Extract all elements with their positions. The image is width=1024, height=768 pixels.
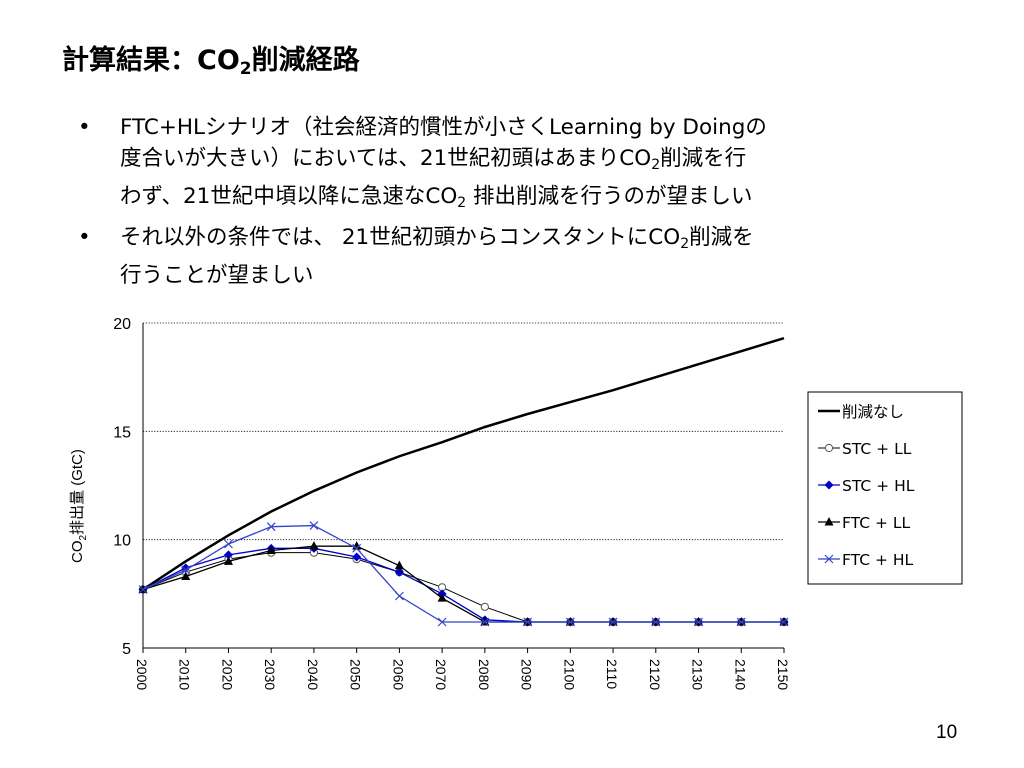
y-tick-label: 5 bbox=[122, 641, 131, 658]
bullet-marker: • bbox=[78, 225, 91, 250]
x-tick-label: 2120 bbox=[647, 659, 663, 690]
x-tick-label: 2150 bbox=[775, 659, 791, 690]
data-point bbox=[352, 552, 362, 562]
data-point bbox=[824, 480, 834, 490]
bullet-subscript: 2 bbox=[680, 236, 690, 252]
data-point bbox=[480, 602, 489, 611]
bullet-list: • FTC+HLシナリオ（社会経済的慣性が小さくLearning by Doin… bbox=[78, 112, 978, 294]
x-tick-label: 2100 bbox=[561, 659, 577, 690]
title-subscript: 2 bbox=[239, 59, 252, 79]
data-point bbox=[736, 617, 746, 627]
y-tick-label: 15 bbox=[113, 424, 131, 441]
x-tick-label: 2090 bbox=[519, 659, 535, 690]
bullet-item: • FTC+HLシナリオ（社会経済的慣性が小さくLearning by Doin… bbox=[78, 112, 978, 219]
data-point bbox=[437, 617, 447, 627]
title-main: 計算結果：CO bbox=[62, 45, 240, 76]
series-line-3 bbox=[142, 547, 784, 623]
bullet-text: それ以外の条件では、 21世紀初頭からコンスタントにCO bbox=[120, 225, 681, 250]
x-tick-label: 2030 bbox=[262, 659, 278, 690]
data-point bbox=[309, 541, 319, 550]
bullet-text: 削減を行 bbox=[660, 146, 747, 171]
legend-label: STC + LL bbox=[842, 440, 912, 458]
bullet-subscript: 2 bbox=[651, 157, 661, 173]
data-point bbox=[223, 550, 233, 560]
x-tick-label: 2010 bbox=[177, 659, 193, 690]
data-point bbox=[394, 560, 404, 570]
bullet-text: わず、21世紀中頃以降に急速なCO bbox=[120, 184, 458, 209]
x-tick-label: 2140 bbox=[732, 659, 748, 690]
x-tick-label: 2050 bbox=[348, 659, 364, 690]
bullet-line: FTC+HLシナリオ（社会経済的慣性が小さくLearning by Doingの bbox=[120, 115, 767, 140]
x-tick-label: 2060 bbox=[390, 659, 406, 690]
page-number: 10 bbox=[936, 722, 958, 743]
data-point bbox=[224, 539, 233, 549]
x-tick-label: 2000 bbox=[134, 659, 150, 690]
data-point bbox=[694, 617, 703, 627]
series-line-2 bbox=[142, 552, 784, 623]
data-point bbox=[138, 585, 148, 594]
y-axis-label: CO2排出量 (GtC) bbox=[69, 449, 89, 563]
x-tick-label: 2080 bbox=[476, 659, 492, 690]
title-tail: 削減経路 bbox=[251, 45, 360, 76]
legend-label: STC + HL bbox=[842, 477, 915, 495]
data-point bbox=[394, 591, 404, 601]
series-line-5 bbox=[142, 524, 784, 623]
bullet-text: 排出削減を行うのが望ましい bbox=[466, 184, 753, 209]
data-point bbox=[394, 567, 404, 577]
data-point bbox=[824, 443, 834, 453]
slide-title: 計算結果：CO2削減経路 bbox=[62, 38, 360, 79]
data-point bbox=[437, 593, 447, 602]
data-point bbox=[181, 563, 191, 573]
bullet-line: 行うことが望ましい bbox=[120, 263, 314, 288]
bullet-line: それ以外の条件では、 21世紀初頭からコンスタントにCO2削減を bbox=[120, 222, 978, 260]
series-line-1 bbox=[142, 336, 785, 591]
y-tick-label: 10 bbox=[113, 533, 131, 550]
bullet-subscript: 2 bbox=[457, 195, 467, 211]
data-point bbox=[480, 617, 490, 627]
data-point bbox=[266, 522, 276, 532]
bullet-marker: • bbox=[78, 115, 91, 140]
x-tick-label: 2110 bbox=[604, 659, 620, 689]
data-point bbox=[266, 545, 276, 554]
legend-label: FTC + HL bbox=[842, 551, 914, 569]
x-tick-label: 2070 bbox=[433, 659, 449, 690]
data-point bbox=[309, 521, 319, 531]
x-tick-label: 2020 bbox=[219, 659, 235, 690]
legend-label: FTC + LL bbox=[842, 514, 911, 532]
data-point bbox=[181, 565, 191, 575]
data-point bbox=[352, 543, 362, 553]
legend-label: 削減なし bbox=[842, 403, 904, 421]
bullet-item: • それ以外の条件では、 21世紀初頭からコンスタントにCO2削減を 行うことが… bbox=[78, 222, 978, 291]
bullet-text: 度合いが大きい）においては、21世紀初頭はあまりCO bbox=[120, 146, 652, 171]
data-point bbox=[565, 617, 575, 627]
data-point bbox=[779, 617, 789, 627]
bullet-text: 削減を bbox=[689, 225, 754, 250]
data-point bbox=[223, 556, 233, 565]
legend-box bbox=[807, 391, 963, 585]
data-point bbox=[608, 617, 618, 627]
data-point bbox=[824, 554, 834, 564]
y-tick-label: 20 bbox=[113, 316, 131, 333]
bullet-line: わず、21世紀中頃以降に急速なCO2 排出削減を行うのが望ましい bbox=[120, 181, 978, 219]
x-tick-label: 2040 bbox=[305, 659, 321, 690]
data-point bbox=[181, 571, 191, 580]
bullet-line: 度合いが大きい）においては、21世紀初頭はあまりCO2削減を行 bbox=[120, 143, 978, 181]
data-point bbox=[651, 617, 661, 627]
data-point bbox=[523, 617, 533, 627]
x-tick-label: 2130 bbox=[690, 659, 706, 690]
data-point bbox=[824, 517, 834, 526]
